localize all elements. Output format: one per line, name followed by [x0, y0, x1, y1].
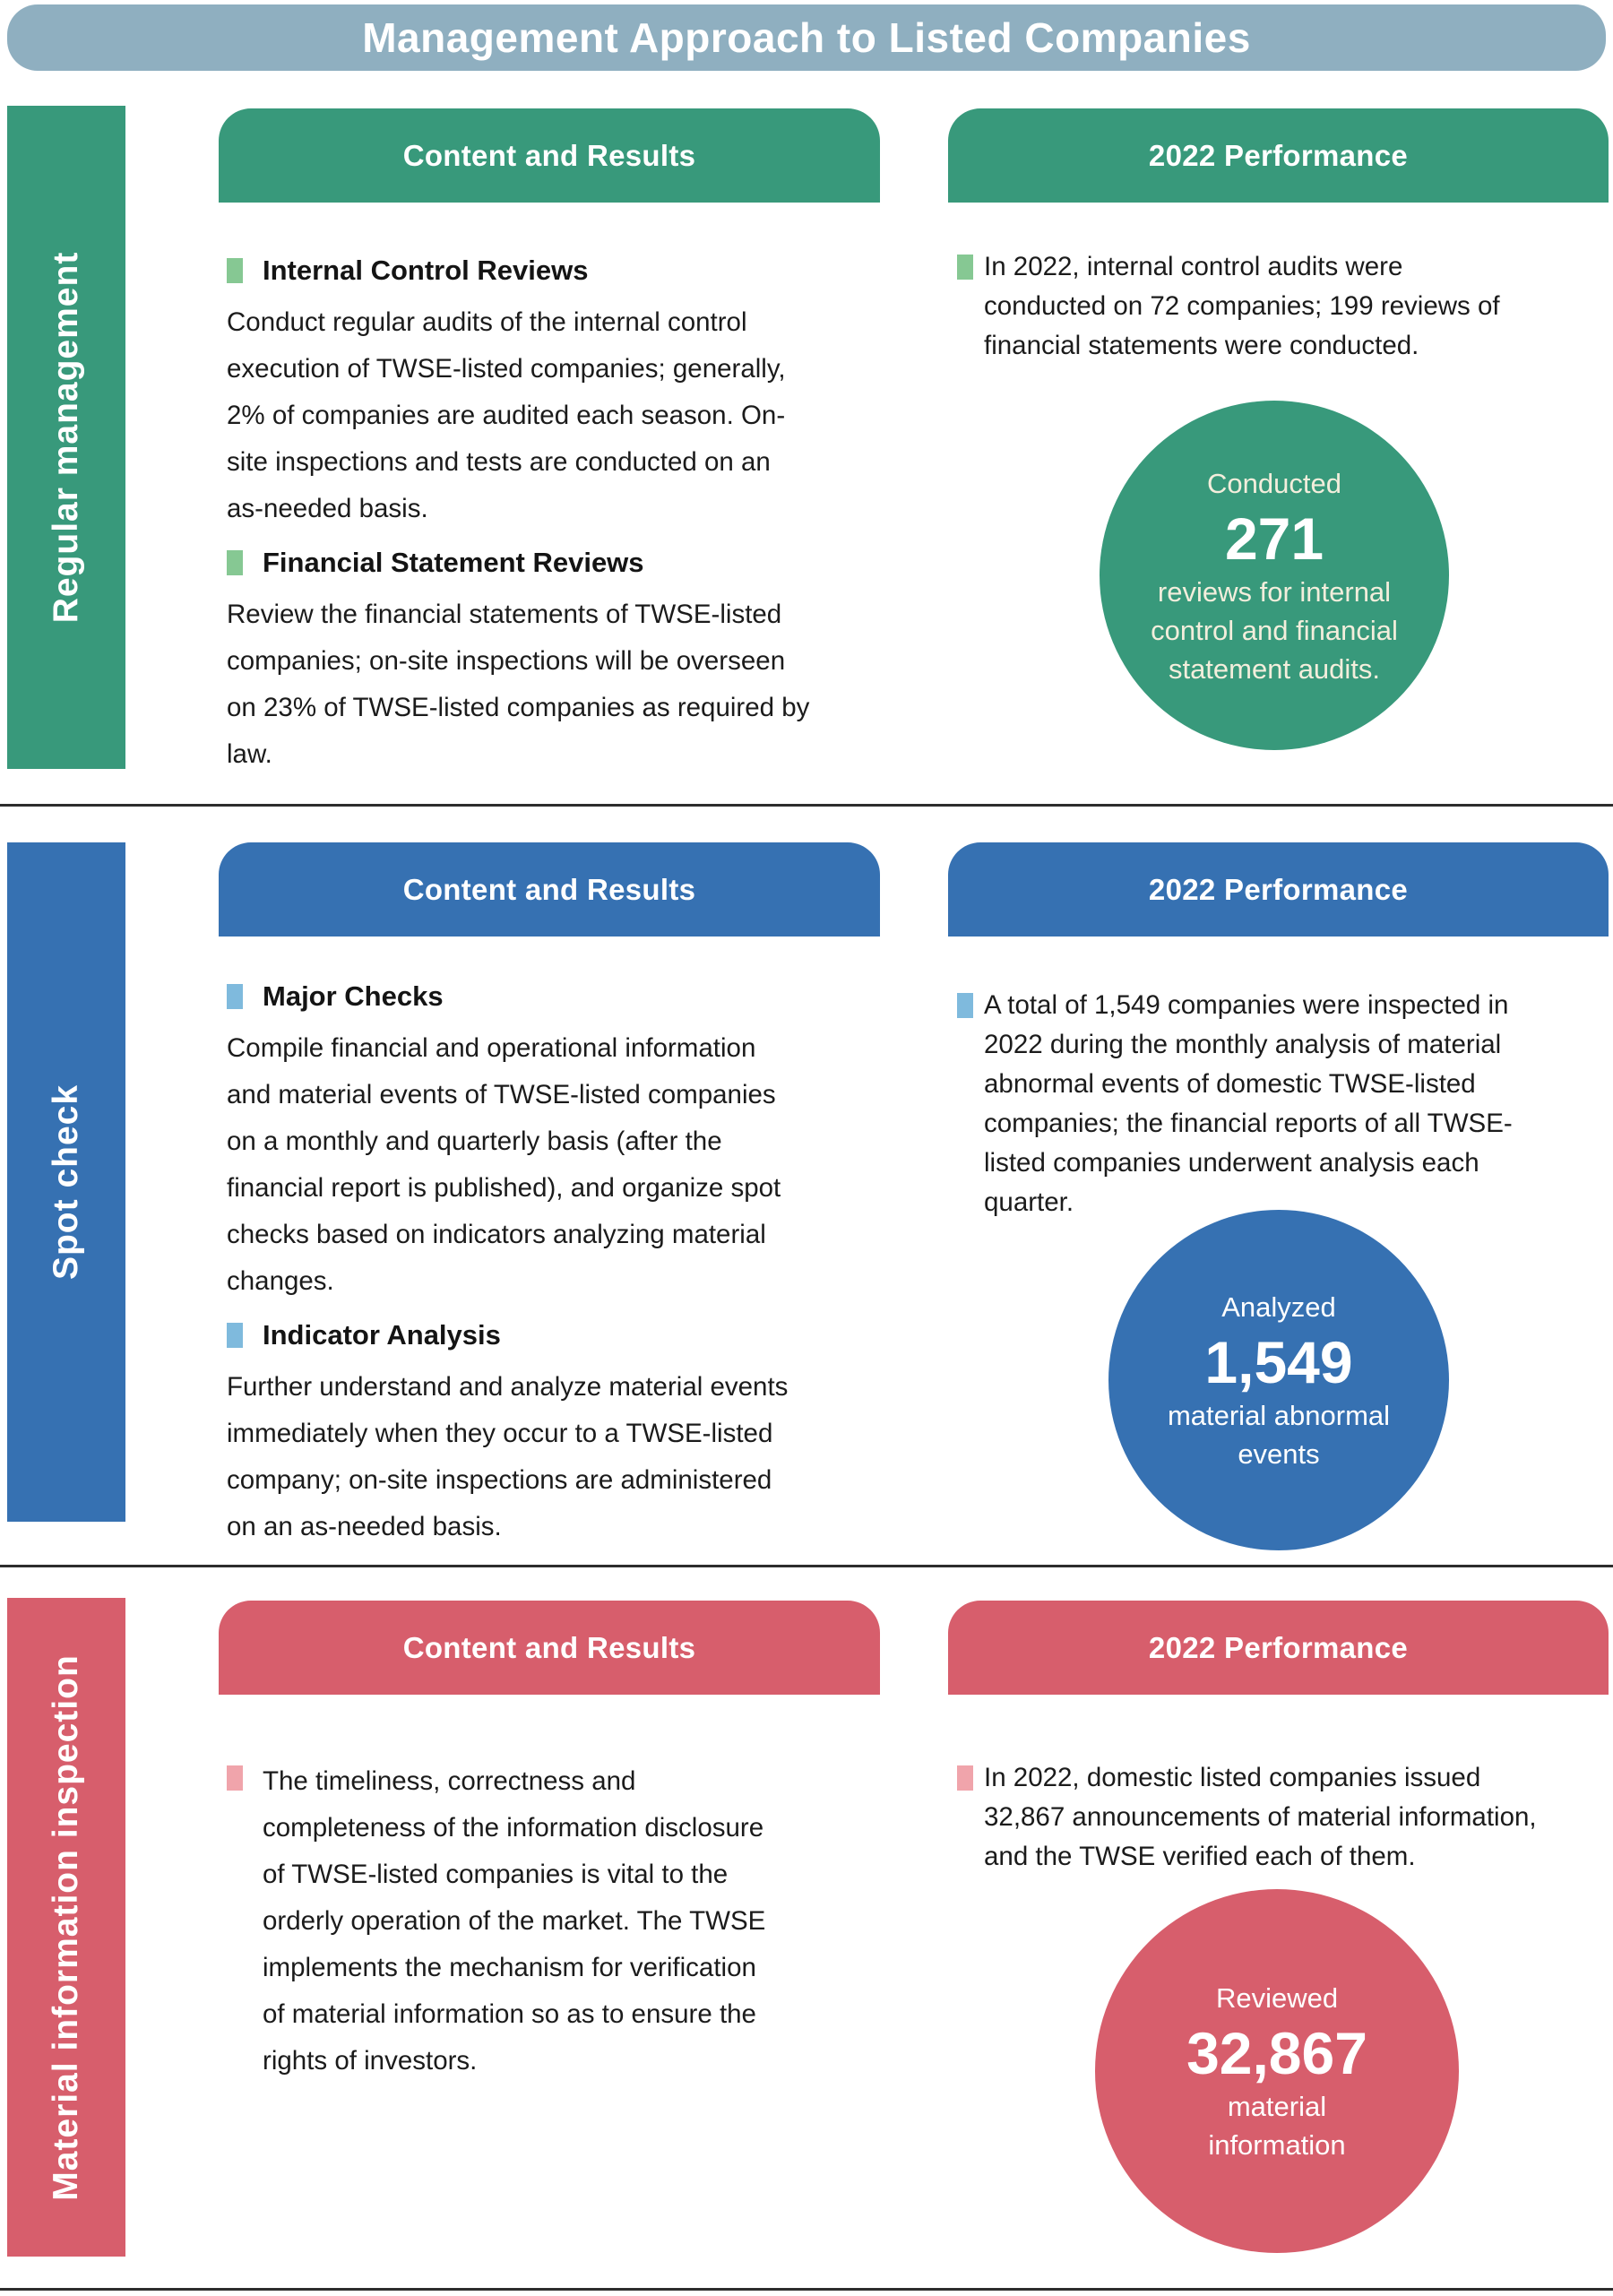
page-title: Management Approach to Listed Companies — [362, 14, 1251, 61]
stat-circle-internal-control: Conducted 271 reviews for internal contr… — [1100, 401, 1449, 750]
stat-circle-value: 1,549 — [1204, 1329, 1353, 1395]
content-results-header: Content and Results — [219, 108, 880, 203]
stat-circle-caption: reviews for internal control and financi… — [1151, 575, 1398, 685]
performance-header: 2022 Performance — [948, 108, 1609, 203]
topic-paragraph: Conduct regular audits of the internal c… — [227, 307, 786, 523]
content-results-header-label: Content and Results — [402, 1630, 696, 1664]
bullet-marker-icon — [227, 550, 243, 575]
topic-paragraph: Compile financial and operational inform… — [227, 1033, 781, 1296]
section-divider — [0, 1565, 1613, 1567]
stat-circle-caption: material abnormal events — [1167, 1400, 1391, 1470]
performance-paragraph-block: A total of 1,549 companies were inspecte… — [948, 986, 1609, 1222]
performance-paragraph-block: In 2022, internal control audits were co… — [948, 247, 1609, 366]
bullet-marker-icon — [957, 1765, 973, 1791]
section-tab-label: Spot check — [47, 1083, 85, 1281]
topic-paragraph: Further understand and analyze material … — [227, 1372, 789, 1541]
stat-circle-label: Analyzed — [1221, 1291, 1336, 1323]
section-tab-material-information: Material information inspection — [7, 1598, 125, 2257]
performance-paragraph: A total of 1,549 companies were inspecte… — [984, 990, 1513, 1217]
topic-heading-row: Internal Control Reviews — [227, 255, 867, 287]
content-results-header: Content and Results — [219, 1601, 880, 1695]
stat-circle-material-information: Reviewed 32,867 material information — [1095, 1889, 1459, 2253]
topic-heading: Major Checks — [263, 980, 444, 1012]
topic-heading-row: Major Checks — [227, 980, 867, 1013]
section-divider — [0, 804, 1613, 807]
topic-heading: Internal Control Reviews — [263, 255, 589, 286]
content-results-header: Content and Results — [219, 842, 880, 937]
stat-circle-value: 271 — [1224, 505, 1324, 572]
performance-header-label: 2022 Performance — [1148, 138, 1409, 172]
topic-heading-row: Indicator Analysis — [227, 1319, 867, 1351]
performance-header: 2022 Performance — [948, 1601, 1609, 1695]
content-paragraph-block: The timeliness, correctness and complete… — [227, 1758, 867, 2085]
bullet-marker-icon — [227, 1323, 243, 1348]
stat-circle-abnormal-events: Analyzed 1,549 material abnormal events — [1108, 1210, 1449, 1550]
page-title-banner: Management Approach to Listed Companies — [7, 4, 1606, 71]
content-block-regular-management: Internal Control Reviews Conduct regular… — [227, 255, 867, 792]
performance-paragraph: In 2022, domestic listed companies issue… — [984, 1763, 1537, 1871]
topic-heading: Financial Statement Reviews — [263, 547, 644, 578]
content-paragraph: The timeliness, correctness and complete… — [263, 1766, 766, 2076]
page-bottom-divider — [0, 2288, 1613, 2291]
section-tab-regular-management: Regular management — [7, 106, 125, 769]
bullet-marker-icon — [227, 984, 243, 1009]
topic-paragraph: Review the financial statements of TWSE-… — [227, 600, 810, 769]
performance-paragraph: In 2022, internal control audits were co… — [984, 252, 1500, 360]
stat-circle-caption: material information — [1208, 2091, 1346, 2161]
performance-header: 2022 Performance — [948, 842, 1609, 937]
bullet-marker-icon — [227, 1765, 243, 1791]
bullet-marker-icon — [957, 993, 973, 1018]
section-tab-label: Material information inspection — [47, 1653, 85, 2201]
stat-circle-label: Conducted — [1207, 467, 1341, 499]
stat-circle-value: 32,867 — [1186, 2020, 1367, 2086]
bullet-marker-icon — [227, 258, 243, 283]
performance-header-label: 2022 Performance — [1148, 872, 1409, 906]
topic-heading: Indicator Analysis — [263, 1319, 501, 1351]
performance-header-label: 2022 Performance — [1148, 1630, 1409, 1664]
topic-heading-row: Financial Statement Reviews — [227, 547, 867, 579]
section-tab-label: Regular management — [47, 251, 85, 624]
content-block-spot-check: Major Checks Compile financial and opera… — [227, 980, 867, 1565]
content-results-header-label: Content and Results — [402, 872, 696, 906]
performance-paragraph-block: In 2022, domestic listed companies issue… — [948, 1758, 1609, 1877]
section-tab-spot-check: Spot check — [7, 842, 125, 1522]
stat-circle-label: Reviewed — [1215, 1982, 1339, 2014]
content-results-header-label: Content and Results — [402, 138, 696, 172]
bullet-marker-icon — [957, 255, 973, 280]
